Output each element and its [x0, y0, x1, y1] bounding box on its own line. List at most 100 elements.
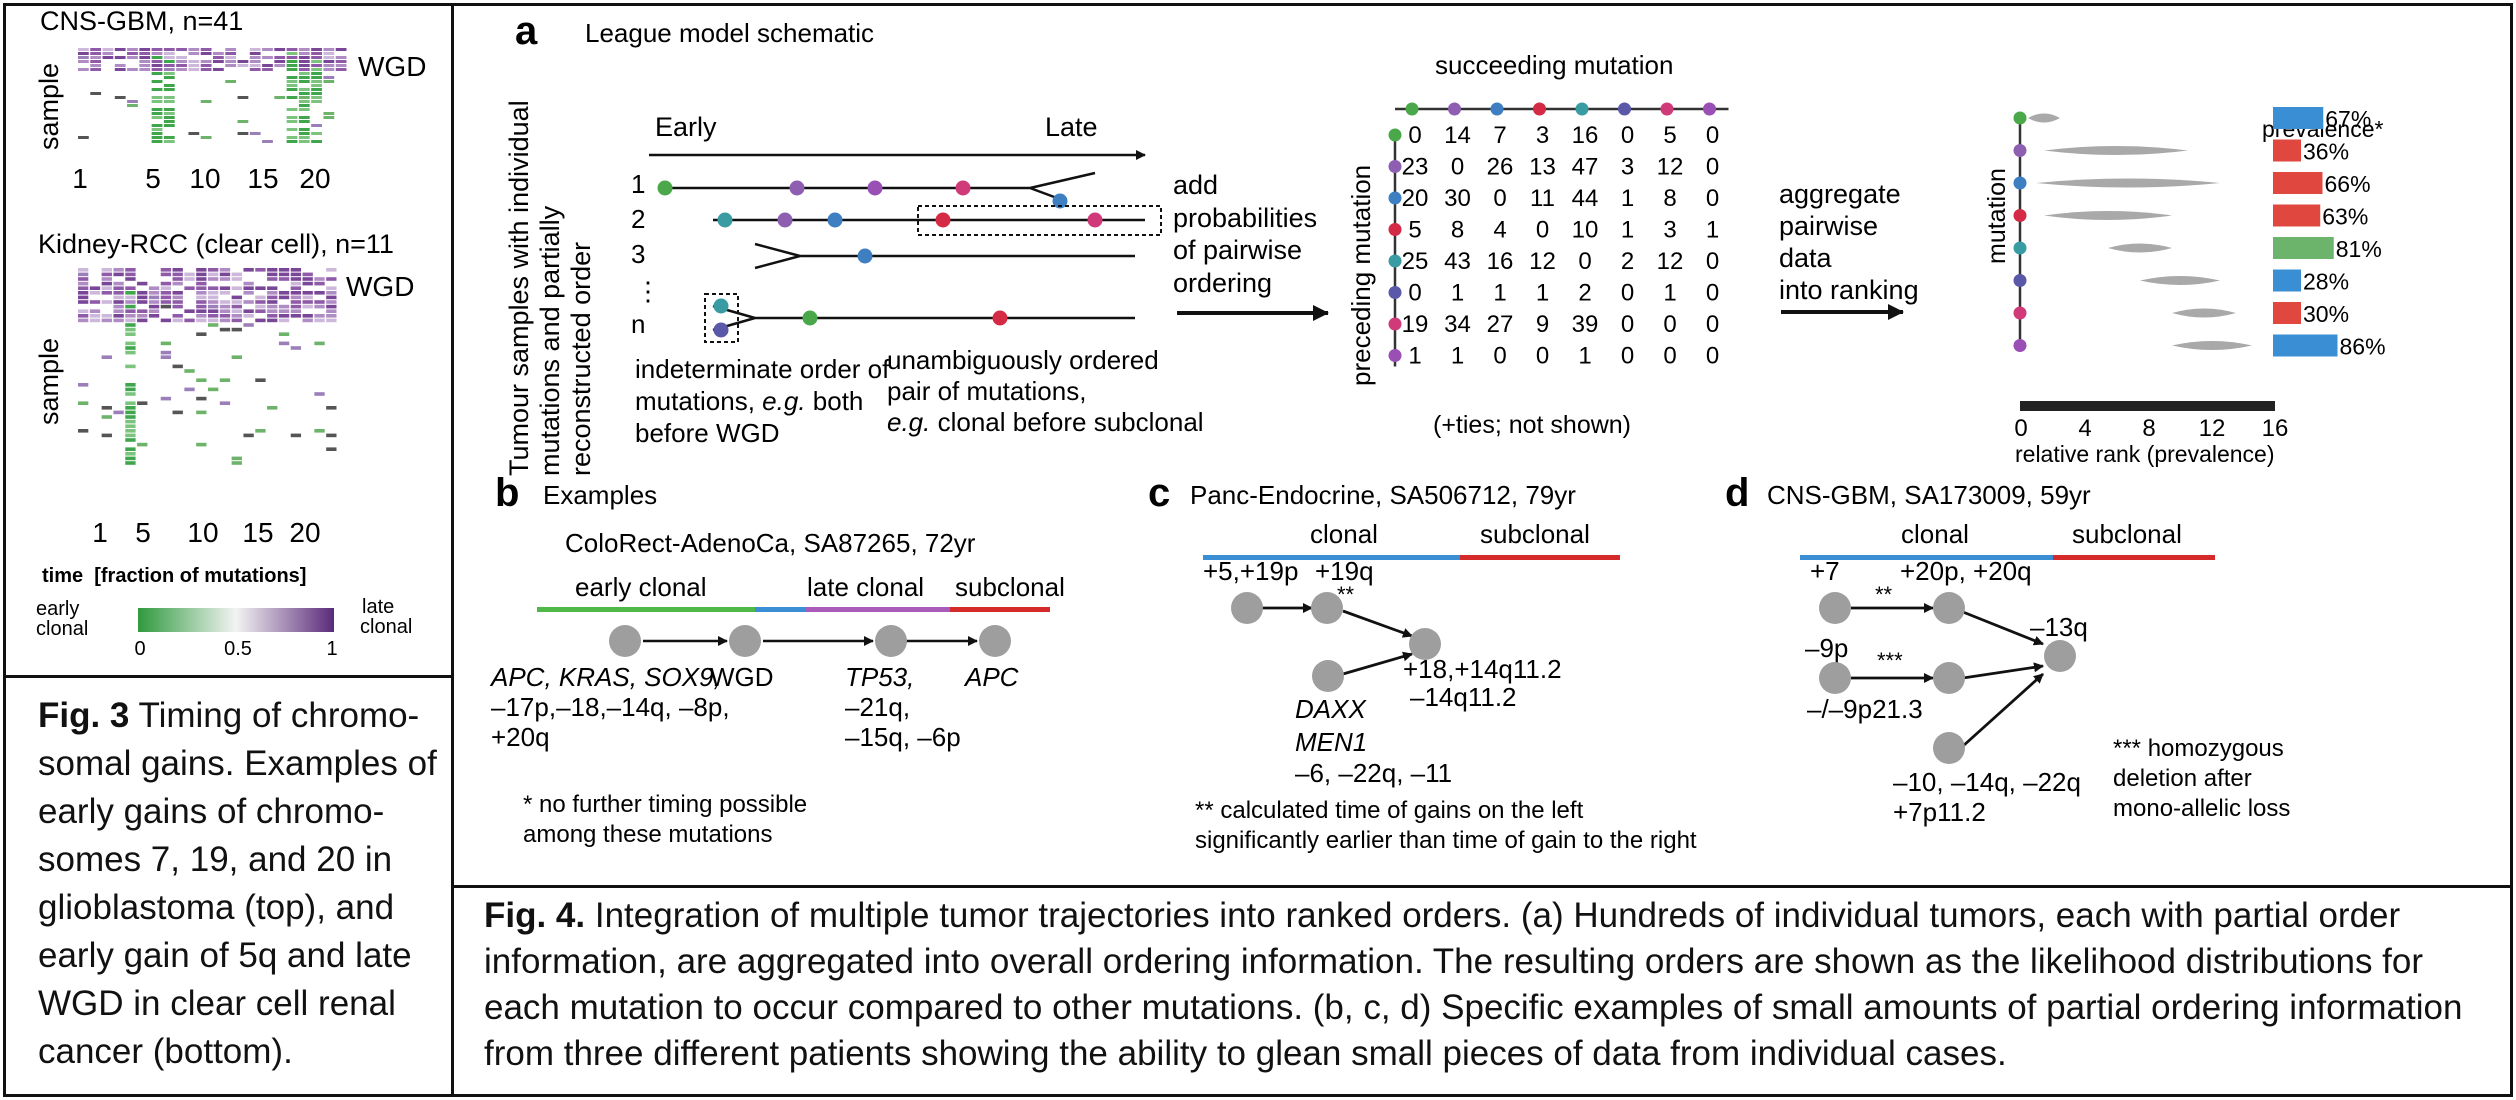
matrix-cell: 0: [1578, 248, 1591, 275]
heatmap-tile: [219, 327, 231, 332]
heatmap-tile: [225, 60, 237, 63]
heatmap-tile: [278, 295, 290, 300]
rank-tick: 12: [2199, 415, 2226, 442]
heatmap-tile: [113, 295, 124, 300]
heatmap-tile: [163, 68, 175, 71]
heatmap-tile: [326, 309, 337, 313]
heatmap-tile: [314, 304, 325, 309]
heatmap-tile: [208, 314, 219, 318]
fig3-figure: CNS-GBM, n=41 sample WGD 1 5 10 15 20 Ki…: [34, 6, 426, 660]
heatmap-tile: [286, 88, 298, 91]
matrix-row-dot: [1388, 286, 1402, 299]
heatmap-tile: [314, 291, 325, 295]
heatmap-tile: [286, 136, 298, 139]
heatmap-tile: [125, 392, 136, 396]
matrix-cell: 16: [1572, 122, 1599, 149]
heatmap-tile: [151, 60, 163, 63]
rank-tick: 0: [2014, 415, 2027, 442]
heatmap-tile: [125, 341, 136, 346]
heatmap-tile: [290, 295, 302, 300]
heatmap-tile: [249, 68, 261, 71]
matrix-cell: 47: [1572, 154, 1599, 181]
heatmap-tile: [125, 291, 136, 295]
matrix-cell: 44: [1572, 185, 1599, 212]
heatmap-tile: [196, 309, 207, 313]
heatmap-tile: [125, 346, 136, 350]
heatmap-tile: [137, 281, 148, 286]
heatmap-tile: [101, 318, 112, 323]
heatmap-tile: [323, 60, 335, 63]
heatmap-tile: [160, 286, 172, 290]
matrix-cell: 12: [1657, 154, 1684, 181]
fig3-caption: Fig. 3 Timing of chromo-somal gains. Exa…: [38, 692, 438, 1076]
heatmap-tile: [101, 281, 112, 286]
prevalence-bars: 67% 36% 66% 63% 81% 28% 30% 86%: [2273, 106, 2386, 360]
heatmap-tile: [125, 332, 136, 336]
heatmap-tile: [323, 68, 335, 71]
heatmap-tile: [163, 124, 175, 127]
heatmap-tile: [172, 314, 183, 318]
heatmap-tile: [78, 314, 89, 318]
heatmap-tile: [274, 60, 286, 63]
heatmap-tile: [262, 56, 273, 59]
heatmap-tile: [125, 424, 136, 428]
matrix-cell: 0: [1493, 185, 1506, 212]
rank-dot: [2013, 111, 2027, 125]
matrix-cell: 2: [1578, 280, 1591, 307]
heatmap-tile: [160, 272, 172, 277]
heatmap-tile: [172, 318, 183, 323]
heatmap-tile: [163, 60, 175, 63]
matrix-cell: 16: [1487, 248, 1514, 275]
heatmap-tile: [335, 60, 347, 63]
matrix-cell: 0: [1706, 154, 1719, 181]
heatmap-tile: [298, 52, 310, 55]
heatmap-tile: [151, 52, 163, 55]
heatmap-tile: [323, 52, 335, 55]
panel-d-stars-3: ***: [1877, 648, 1903, 673]
heatmap-tile: [237, 120, 249, 123]
heatmap-tile: [101, 300, 112, 304]
heatmap-tile: [323, 56, 335, 59]
heatmap-tile: [160, 396, 172, 401]
heatmap-tile: [219, 272, 231, 277]
matrix-cell: 0: [1621, 343, 1634, 370]
heatmap-tile: [278, 318, 290, 323]
x-tick: 15: [242, 517, 273, 548]
heatmap-tile: [314, 429, 325, 433]
matrix-cell: 1: [1493, 280, 1506, 307]
heatmap-tile: [286, 52, 298, 55]
heatmap-tile: [127, 52, 138, 55]
heatmap-tile: [101, 314, 112, 318]
heatmap-tile: [101, 286, 112, 290]
rank-distribution: [2108, 243, 2172, 253]
heatmap-tile: [326, 286, 337, 290]
fig3-bottom-title: Kidney-RCC (clear cell), n=11: [38, 229, 394, 259]
matrix-cell: 19: [1402, 311, 1429, 338]
heatmap-tile: [163, 100, 175, 103]
prevalence-bar: [2273, 302, 2301, 324]
heatmap-tile: [160, 291, 172, 295]
heatmap-tile: [208, 268, 219, 272]
panel-d-n2: +20p, +20q: [1900, 556, 2032, 586]
heatmap-tile: [172, 268, 183, 272]
matrix-row-dot: [1388, 191, 1402, 205]
rank-dot: [2013, 241, 2027, 255]
heatmap-tile: [302, 291, 313, 295]
heatmap-tile: [208, 295, 219, 300]
heatmap-tile: [89, 291, 101, 295]
panel-d-note: *** homozygous deletion after mono-allel…: [2113, 735, 2290, 822]
matrix-row-dot: [1388, 349, 1402, 362]
matrix-cell: 1: [1536, 280, 1549, 307]
matrix-cell: 3: [1621, 154, 1634, 181]
matrix-cell: 5: [1663, 122, 1676, 149]
rank-distribution: [2044, 211, 2172, 220]
prevalence-bar: [2273, 107, 2324, 129]
rank-distribution: [2028, 113, 2060, 123]
heatmap-tile: [326, 318, 337, 323]
heatmap-tile: [101, 355, 112, 359]
heatmap-tile: [219, 291, 231, 295]
heatmap-tile: [196, 291, 207, 295]
heatmap-tile: [160, 318, 172, 323]
matrix-cell: 0: [1706, 248, 1719, 275]
heatmap-tile: [298, 76, 310, 79]
